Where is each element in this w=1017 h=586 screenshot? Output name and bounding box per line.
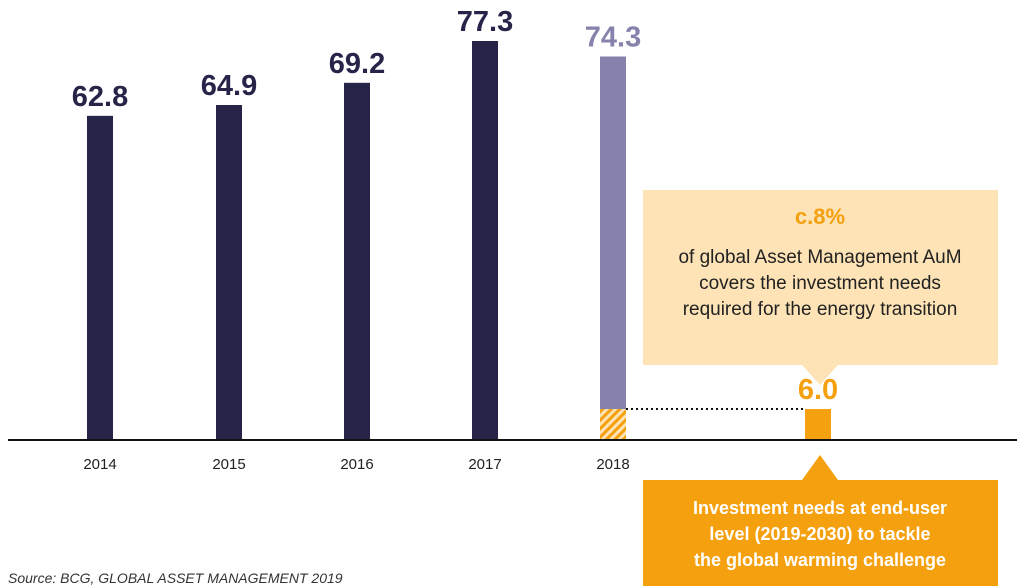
value-label: 77.3 bbox=[457, 6, 513, 38]
hatched-share bbox=[600, 409, 626, 440]
callout-line: required for the energy transition bbox=[683, 299, 958, 320]
callout-box bbox=[643, 190, 998, 385]
bar bbox=[344, 82, 370, 441]
bars: 62.8 2014 64.9 2015 69.2 2016 77.3 2017 74.3 2018… bbox=[72, 6, 838, 473]
value-label: 62.8 bbox=[72, 81, 128, 113]
value-label: 64.9 bbox=[201, 70, 257, 102]
callout-line: of global Asset Management AuM bbox=[678, 247, 961, 268]
value-label: 69.2 bbox=[329, 48, 385, 80]
x-tick-label: 2014 bbox=[83, 456, 116, 473]
note-line: the global warming challenge bbox=[694, 550, 946, 570]
bar bbox=[472, 41, 498, 440]
x-tick-label: 2018 bbox=[596, 456, 629, 473]
bar bbox=[216, 105, 242, 440]
x-tick-label: 2017 bbox=[468, 456, 501, 473]
bar bbox=[805, 409, 831, 440]
source: Source: BCG, GLOBAL ASSET MANAGEMENT 201… bbox=[8, 570, 343, 586]
note-box bbox=[643, 455, 998, 586]
x-tick-label: 2016 bbox=[340, 456, 373, 473]
callout-headline: c.8% bbox=[795, 204, 845, 229]
x-tick-label: 2015 bbox=[212, 456, 245, 473]
bar bbox=[87, 115, 113, 440]
callout-line: covers the investment needs bbox=[699, 273, 941, 294]
note-line: Investment needs at end-user bbox=[693, 498, 947, 518]
note-line: level (2019-2030) to tackle bbox=[709, 524, 930, 544]
value-label: 74.3 bbox=[585, 21, 641, 53]
bar bbox=[600, 56, 626, 441]
